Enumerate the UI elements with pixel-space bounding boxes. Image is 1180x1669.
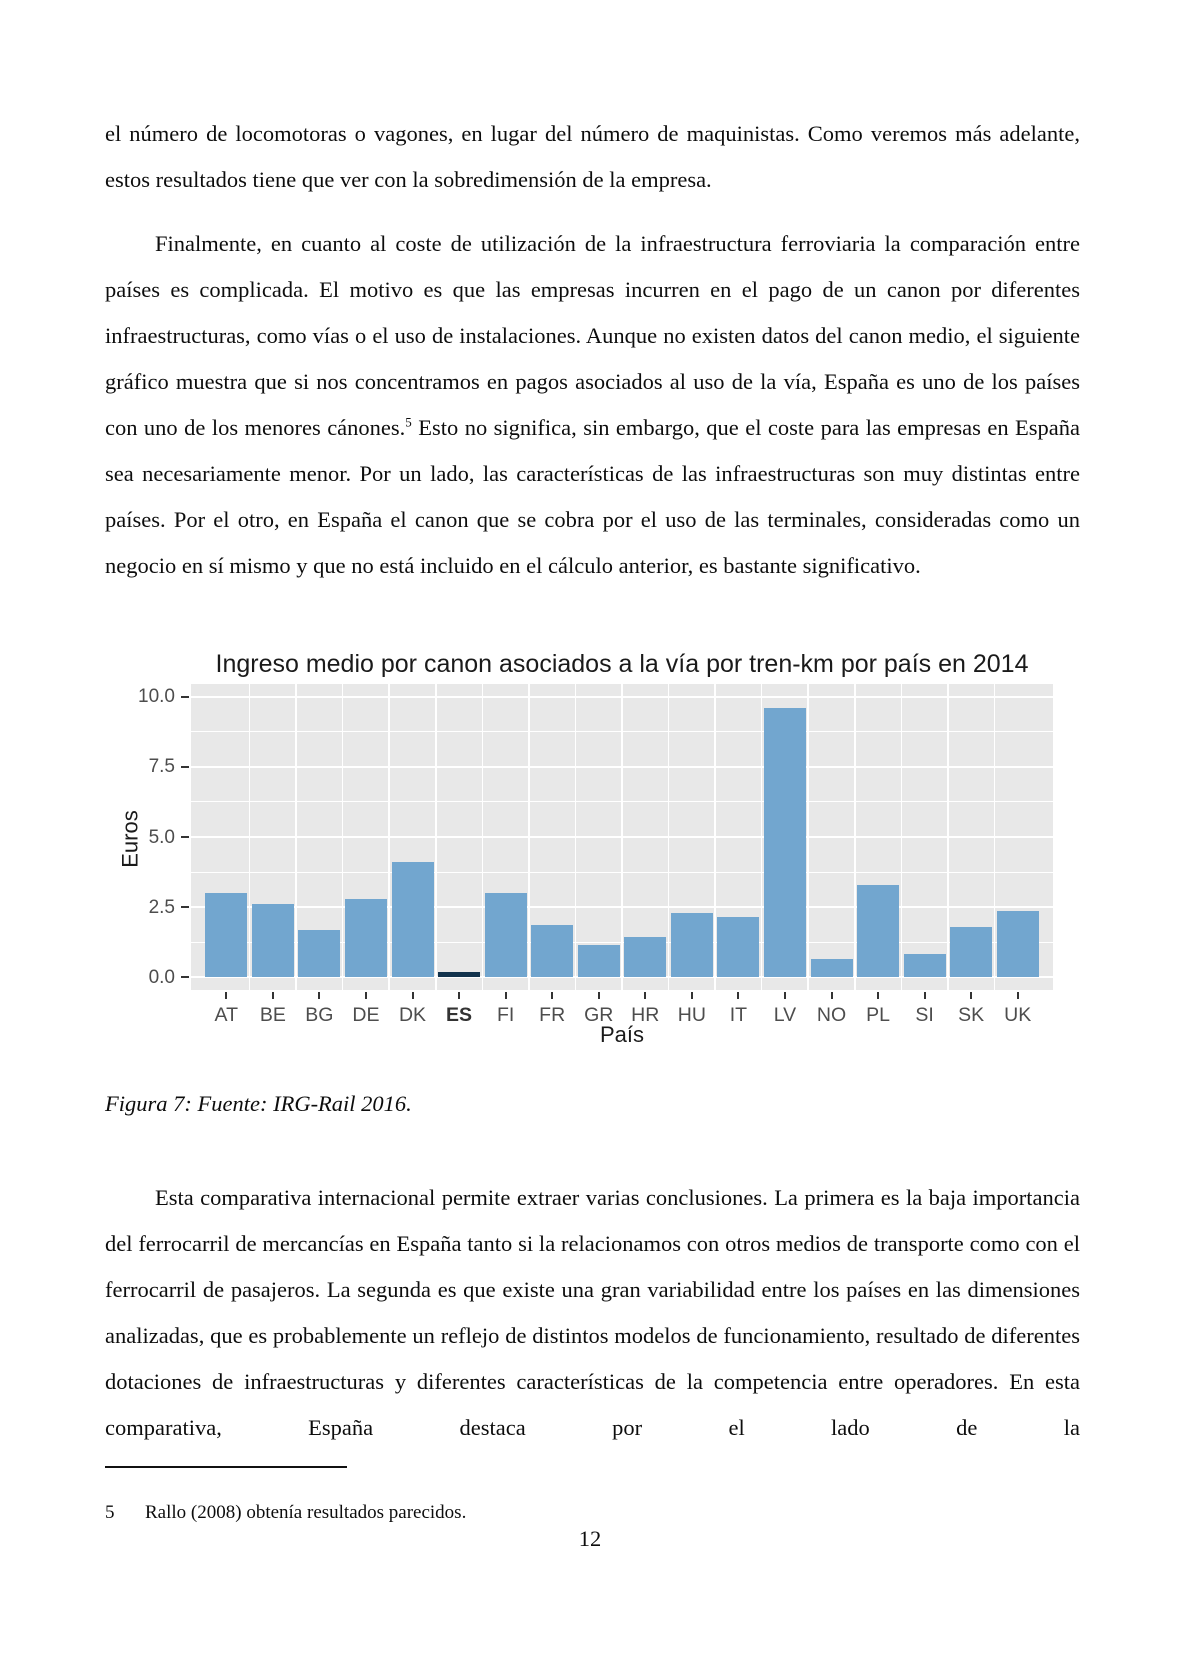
x-tick-label-AT: AT [214, 1004, 238, 1026]
x-tick-mark [690, 992, 693, 999]
x-tick-label-SK: SK [958, 1004, 985, 1026]
x-tick-label-PL: PL [866, 1004, 890, 1026]
x-tick-label-BE: BE [259, 1004, 286, 1026]
bar-BG [298, 929, 341, 978]
y-tick-label: 7.5 [148, 756, 175, 778]
bar-UK [996, 911, 1039, 978]
footnote-separator [105, 1466, 347, 1468]
y-tick-mark [181, 695, 189, 698]
y-tick-label: 2.5 [148, 896, 175, 918]
bar-BE [251, 904, 294, 978]
x-tick-mark [1016, 992, 1019, 999]
y-axis-title: Euros [117, 810, 143, 868]
x-tick-mark [737, 992, 740, 999]
minor-gridline-vertical [714, 684, 716, 990]
x-tick-mark [504, 992, 507, 999]
bar-SK [950, 926, 993, 978]
minor-gridline-vertical [760, 684, 763, 990]
bar-NO [810, 959, 853, 978]
paragraph-2: Finalmente, en cuanto al coste de utiliz… [105, 221, 1080, 589]
minor-gridline-vertical [341, 684, 344, 990]
bar-FI [484, 893, 527, 978]
x-tick-mark [411, 992, 414, 999]
footnote-text: Rallo (2008) obtenía resultados parecido… [145, 1502, 467, 1523]
minor-gridline-vertical [528, 684, 530, 990]
footnote-reference: 5 [405, 414, 412, 429]
x-tick-mark [877, 992, 880, 999]
x-tick-mark [551, 992, 554, 999]
x-tick-label-HU: HU [677, 1004, 706, 1026]
footnote-number: 5 [105, 1502, 115, 1523]
x-tick-mark [458, 992, 461, 999]
minor-gridline-vertical [900, 684, 903, 990]
footnote: 5 Rallo (2008) obtenía resultados parecid… [105, 1499, 1080, 1527]
minor-gridline-vertical [481, 684, 484, 990]
minor-gridline-vertical [574, 684, 577, 990]
minor-gridline-vertical [388, 684, 390, 990]
x-tick-mark [597, 992, 600, 999]
bar-LV [763, 707, 806, 978]
y-tick-mark [181, 765, 189, 768]
x-tick-label-ES: ES [446, 1004, 473, 1026]
bar-HR [624, 936, 667, 978]
minor-gridline-vertical [295, 684, 297, 990]
y-tick-label: 10.0 [138, 686, 175, 708]
y-tick-mark [181, 836, 189, 838]
minor-gridline-vertical [248, 684, 251, 990]
x-tick-label-BG: BG [305, 1004, 334, 1026]
x-tick-label-FR: FR [539, 1004, 566, 1026]
y-tick-mark [181, 906, 189, 909]
paragraph-2-text-cont: Esto no significa, sin embargo, que el c… [105, 414, 1081, 578]
bar-FR [531, 925, 574, 978]
bar-SI [903, 953, 946, 978]
x-tick-mark [644, 992, 647, 999]
x-tick-mark [923, 992, 926, 999]
chart-panel [191, 684, 1053, 990]
x-tick-mark [271, 992, 274, 999]
bar-ES [438, 971, 481, 978]
bar-DE [344, 898, 387, 978]
minor-gridline-vertical [621, 684, 623, 990]
y-tick-mark [181, 976, 189, 979]
y-tick-label: 5.0 [148, 826, 175, 848]
figure-7-bar-chart: Ingreso medio por canon asociados a la v… [117, 638, 1055, 1052]
x-tick-mark [970, 992, 973, 999]
x-tick-label-DK: DK [398, 1004, 427, 1026]
x-tick-mark [225, 992, 228, 999]
minor-gridline-vertical [435, 684, 437, 990]
bar-GR [577, 945, 620, 978]
bar-DK [391, 862, 434, 978]
x-axis-title: País [599, 1022, 645, 1047]
x-tick-mark [364, 992, 367, 999]
minor-gridline-vertical [807, 684, 809, 990]
x-tick-label-GR: GR [584, 1004, 614, 1026]
x-tick-label-UK: UK [1004, 1004, 1032, 1026]
x-tick-label-SI: SI [915, 1004, 934, 1026]
x-tick-label-NO: NO [816, 1004, 847, 1026]
paragraph-3: Esta comparativa internacional permite e… [105, 1184, 1080, 1440]
x-tick-label-DE: DE [352, 1004, 380, 1026]
page-number: 12 [578, 1526, 602, 1551]
bar-PL [857, 884, 900, 978]
x-tick-label-HR: HR [631, 1004, 660, 1026]
bar-HU [670, 912, 713, 978]
bar-AT [205, 893, 248, 978]
bar-IT [717, 917, 760, 978]
paragraph-1: el número de locomotoras o vagones, en l… [105, 120, 1080, 192]
minor-gridline-vertical [947, 684, 949, 990]
figure-caption: Figura 7: Fuente: IRG-Rail 2016. [105, 1090, 412, 1116]
x-tick-label-IT: IT [729, 1004, 748, 1026]
x-tick-mark [830, 992, 833, 999]
minor-gridline-vertical [854, 684, 856, 990]
x-tick-mark [318, 992, 321, 999]
minor-gridline-vertical [993, 684, 996, 990]
chart-title: Ingreso medio por canon asociados a la v… [215, 650, 1029, 678]
minor-gridline-vertical [667, 684, 670, 990]
x-tick-label-FI: FI [496, 1004, 515, 1026]
x-tick-label-LV: LV [773, 1004, 797, 1026]
x-tick-mark [783, 992, 786, 999]
paragraph-2-text: Finalmente, en cuanto al coste de utiliz… [105, 230, 1080, 440]
y-tick-label: 0.0 [148, 966, 175, 988]
